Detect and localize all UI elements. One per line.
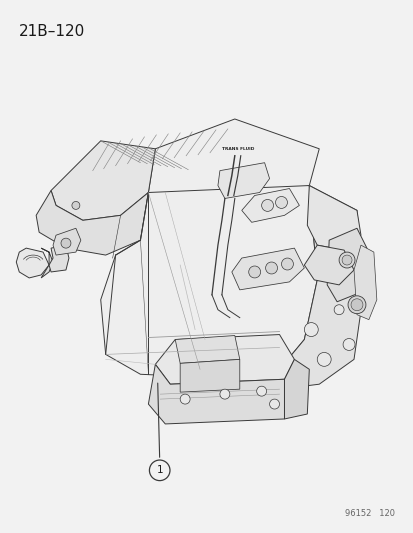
Circle shape: [248, 266, 260, 278]
Circle shape: [350, 299, 362, 311]
Ellipse shape: [221, 144, 254, 154]
Polygon shape: [53, 228, 81, 255]
Circle shape: [261, 199, 273, 212]
Circle shape: [281, 258, 293, 270]
Polygon shape: [353, 245, 376, 320]
Polygon shape: [279, 185, 363, 389]
Polygon shape: [16, 248, 49, 278]
Polygon shape: [51, 141, 155, 220]
Polygon shape: [175, 336, 239, 364]
Circle shape: [316, 352, 330, 366]
Polygon shape: [306, 185, 360, 250]
Circle shape: [61, 238, 71, 248]
Circle shape: [338, 252, 354, 268]
Circle shape: [269, 399, 279, 409]
Ellipse shape: [216, 142, 258, 156]
Circle shape: [347, 296, 365, 314]
Circle shape: [265, 262, 277, 274]
Circle shape: [275, 197, 287, 208]
Polygon shape: [304, 245, 353, 285]
Polygon shape: [241, 189, 299, 222]
Polygon shape: [231, 248, 304, 290]
Circle shape: [256, 386, 266, 396]
Polygon shape: [217, 163, 269, 198]
Text: 96152   120: 96152 120: [344, 510, 394, 518]
Circle shape: [219, 389, 229, 399]
Circle shape: [333, 305, 343, 314]
Polygon shape: [148, 365, 284, 424]
Polygon shape: [155, 335, 294, 384]
Polygon shape: [100, 185, 316, 379]
Circle shape: [72, 201, 80, 209]
Polygon shape: [284, 359, 309, 419]
Circle shape: [180, 394, 190, 404]
Polygon shape: [36, 190, 148, 255]
Circle shape: [149, 460, 170, 481]
Polygon shape: [148, 119, 318, 211]
Text: 21B–120: 21B–120: [19, 23, 85, 38]
Polygon shape: [326, 228, 366, 302]
Text: TRANS FLUID: TRANS FLUID: [221, 147, 253, 151]
Polygon shape: [180, 359, 239, 392]
Circle shape: [341, 255, 351, 265]
Circle shape: [342, 338, 354, 350]
Polygon shape: [49, 245, 69, 272]
Polygon shape: [41, 248, 53, 278]
Circle shape: [304, 322, 318, 336]
Text: 1: 1: [156, 465, 163, 475]
